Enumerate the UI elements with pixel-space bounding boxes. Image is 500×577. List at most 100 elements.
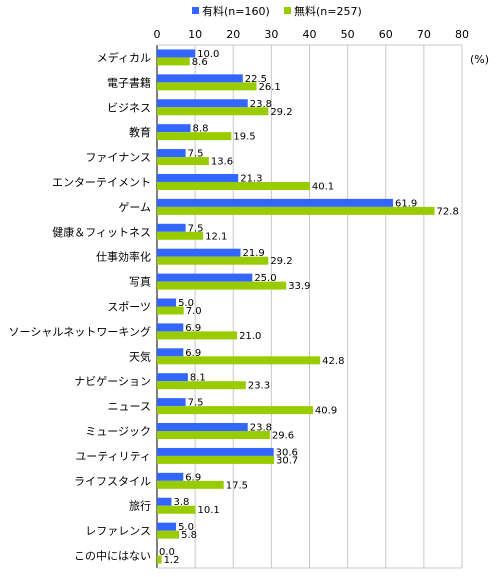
bar-paid <box>157 124 191 133</box>
bar-free <box>157 555 162 564</box>
category-label: 電子書籍 <box>107 75 151 89</box>
bar-paid <box>157 323 184 332</box>
category-label: ライフスタイル <box>74 475 151 488</box>
bar-free <box>157 356 321 365</box>
bar-paid <box>157 348 184 357</box>
x-tick-label: 10 <box>188 28 202 41</box>
data-label: 7.0 <box>186 306 202 317</box>
data-label: 21.0 <box>239 331 261 342</box>
data-label: 8.8 <box>193 124 209 135</box>
data-label: 25.0 <box>254 273 276 284</box>
data-label: 21.3 <box>240 173 262 184</box>
data-label: 23.8 <box>250 99 272 110</box>
data-label: 29.6 <box>272 431 294 442</box>
data-label: 19.5 <box>233 132 255 143</box>
bar-paid <box>157 298 177 307</box>
data-label: 23.8 <box>250 423 272 434</box>
x-tick-label: 0 <box>154 28 161 41</box>
data-label: 7.5 <box>188 398 204 409</box>
bar-paid <box>157 447 274 456</box>
data-label: 26.1 <box>259 82 281 93</box>
x-axis-ticks: 0 10 20 30 40 50 60 70 80 <box>154 28 470 41</box>
category-label: 天気 <box>129 349 151 363</box>
data-label: 8.1 <box>190 373 206 384</box>
data-label: 22.5 <box>245 74 267 85</box>
bar-free <box>157 505 196 514</box>
bar-paid <box>157 49 196 58</box>
bar-free <box>157 381 246 390</box>
data-label: 30.6 <box>276 447 298 458</box>
bar-free <box>157 406 313 415</box>
category-label: ミュージック <box>85 425 151 438</box>
category-label: スポーツ <box>107 301 151 314</box>
data-label: 17.5 <box>226 480 248 491</box>
x-tick-label: 60 <box>379 28 393 41</box>
data-label: 5.0 <box>178 298 194 309</box>
x-tick-label: 50 <box>341 28 355 41</box>
category-label: ニュース <box>108 400 151 413</box>
data-label: 3.8 <box>173 497 189 508</box>
data-label: 7.5 <box>188 223 204 234</box>
data-label: 10.1 <box>198 505 220 516</box>
bar-free <box>157 181 310 190</box>
legend-swatch <box>284 7 291 14</box>
legend: 有料(n=160) 無料(n=257) <box>192 4 362 18</box>
data-label: 6.9 <box>185 323 201 334</box>
bar-free <box>157 256 269 265</box>
bar-paid <box>157 248 241 257</box>
category-label: ビジネス <box>107 101 151 114</box>
data-label: 5.0 <box>178 522 194 533</box>
category-label: レファレンス <box>85 525 151 538</box>
data-label: 33.9 <box>288 281 310 292</box>
category-label: ゲーム <box>118 201 151 214</box>
data-label: 12.1 <box>205 231 227 242</box>
x-tick-label: 20 <box>226 28 240 41</box>
bar-paid <box>157 74 243 83</box>
category-label: ファイナンス <box>85 151 151 164</box>
data-label: 23.3 <box>248 381 270 392</box>
data-label: 72.8 <box>437 206 459 217</box>
bar-paid <box>157 149 186 158</box>
bar-free <box>157 107 269 116</box>
legend-swatch <box>192 7 199 14</box>
bar-paid <box>157 198 393 207</box>
data-label: 5.8 <box>181 530 197 541</box>
data-label: 13.6 <box>211 157 233 168</box>
data-label: 0.0 <box>159 547 175 558</box>
x-tick-label: 70 <box>417 28 431 41</box>
bar-paid <box>157 173 239 182</box>
data-label: 30.7 <box>276 455 298 466</box>
bar-free <box>157 306 184 315</box>
bar-free <box>157 82 257 91</box>
category-label: 写真 <box>129 275 151 289</box>
category-label: エンターテイメント <box>52 176 151 189</box>
bar-paid <box>157 99 248 108</box>
bar-free <box>157 132 232 141</box>
data-label: 21.9 <box>242 248 264 259</box>
category-label: 教育 <box>129 125 151 139</box>
data-label: 29.2 <box>270 256 292 267</box>
bar-paid <box>157 423 248 432</box>
bar-free <box>157 530 180 539</box>
bar-free <box>157 480 224 489</box>
category-label: 健康＆フィットネス <box>52 225 151 239</box>
bar-paid <box>157 522 177 531</box>
bar-free <box>157 455 275 464</box>
x-tick-label: 80 <box>455 28 469 41</box>
data-label: 6.9 <box>185 348 201 359</box>
category-label: ソーシャルネットワーキング <box>9 324 151 338</box>
x-tick-label: 40 <box>303 28 317 41</box>
legend-entry: 無料(n=257) <box>294 4 362 18</box>
data-label: 40.9 <box>315 406 337 417</box>
bar-free <box>157 206 435 215</box>
bar-paid <box>157 398 186 407</box>
category-label: 旅行 <box>129 499 151 513</box>
bar-free <box>157 331 238 340</box>
category-label: この中にはない <box>74 550 151 563</box>
category-label: 仕事効率化 <box>96 250 151 264</box>
bar-free <box>157 157 209 166</box>
bar-paid <box>157 373 188 382</box>
category-label: ナビゲーション <box>74 375 151 388</box>
